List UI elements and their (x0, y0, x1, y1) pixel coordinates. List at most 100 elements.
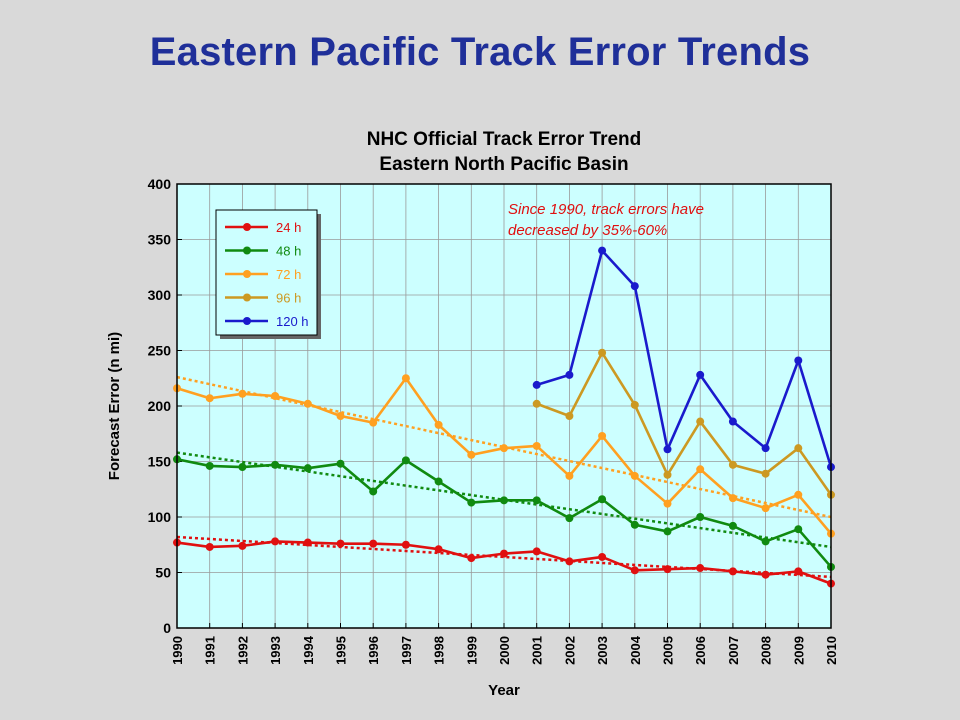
data-point (630, 471, 639, 480)
x-tick-label: 2000 (497, 636, 512, 665)
legend-marker (243, 223, 251, 231)
data-point (696, 465, 705, 474)
data-point (205, 461, 214, 470)
x-tick-label: 2006 (693, 636, 708, 665)
data-point (565, 514, 574, 523)
x-tick-label: 1997 (399, 636, 414, 665)
data-point (303, 464, 312, 473)
x-tick-label: 1998 (432, 636, 447, 665)
annotation-text: decreased by 35%-60% (508, 222, 667, 239)
data-point (401, 374, 410, 383)
data-point (238, 541, 247, 550)
data-point (467, 498, 476, 507)
x-tick-label: 2002 (562, 636, 577, 665)
data-point (401, 540, 410, 549)
data-point (630, 520, 639, 529)
x-tick-label: 2001 (530, 636, 545, 665)
data-point (336, 539, 345, 548)
x-tick-label: 1995 (334, 636, 349, 665)
data-point (630, 400, 639, 409)
series-line (536, 249, 833, 468)
data-point (238, 463, 247, 472)
data-point (271, 537, 280, 546)
x-tick-label: 2003 (595, 636, 610, 665)
annotation-text: Since 1990, track errors have (508, 201, 704, 218)
data-point (794, 444, 803, 453)
data-point (500, 444, 508, 453)
data-point (630, 566, 639, 575)
data-point (663, 470, 672, 479)
data-point (728, 417, 737, 426)
legend-label: 120 h (276, 314, 309, 329)
data-point (434, 420, 443, 429)
data-point (598, 246, 607, 255)
y-tick-label: 150 (148, 454, 172, 470)
data-point (532, 547, 541, 556)
legend-marker (243, 270, 251, 278)
y-tick-label: 200 (148, 398, 172, 414)
data-point (794, 356, 803, 365)
y-axis-label: Forecast Error (n mi) (106, 332, 123, 480)
chart-title: NHC Official Track Error Trend (367, 129, 642, 150)
data-point (598, 552, 607, 561)
x-axis-label: Year (488, 682, 520, 699)
x-tick-label: 2010 (824, 636, 839, 665)
data-point (663, 565, 672, 574)
data-point (532, 380, 541, 389)
data-point (728, 494, 737, 503)
data-point (761, 469, 770, 478)
data-point (761, 537, 770, 546)
x-tick-label: 2008 (759, 636, 774, 665)
data-point (205, 394, 214, 403)
x-tick-label: 1990 (170, 636, 185, 665)
y-tick-label: 400 (148, 176, 172, 192)
x-tick-label: 1991 (203, 636, 218, 665)
data-point (434, 477, 443, 486)
data-point (336, 459, 345, 468)
x-tick-label: 1994 (301, 635, 316, 665)
y-tick-label: 0 (163, 620, 171, 636)
data-point (696, 564, 705, 573)
data-point (630, 282, 639, 291)
data-point (532, 441, 541, 450)
data-point (728, 460, 737, 469)
data-point (696, 417, 705, 426)
data-point (761, 570, 770, 579)
data-point (565, 370, 574, 379)
slide-title: Eastern Pacific Track Error Trends (149, 30, 811, 74)
data-point (434, 545, 443, 554)
data-point (598, 431, 607, 440)
plot-border (176, 183, 832, 629)
data-point (794, 490, 803, 499)
x-tick-label: 1999 (464, 636, 479, 665)
series-line (536, 351, 833, 496)
data-point (467, 450, 476, 459)
legend-marker (243, 293, 251, 302)
data-point (238, 389, 247, 398)
legend-box (215, 209, 318, 336)
data-point (663, 445, 672, 454)
data-point (794, 567, 803, 576)
data-point (500, 496, 508, 505)
data-point (369, 539, 378, 548)
data-point (728, 567, 737, 576)
data-point (271, 460, 280, 469)
x-tick-label: 1996 (366, 636, 381, 665)
data-point (663, 499, 672, 508)
data-point (696, 513, 705, 521)
y-tick-label: 100 (148, 509, 172, 525)
chart-subtitle: Eastern North Pacific Basin (379, 154, 628, 175)
data-point (565, 557, 574, 566)
data-point (728, 521, 737, 530)
data-point (532, 496, 541, 505)
y-tick-label: 50 (155, 565, 171, 581)
data-point (500, 549, 508, 558)
x-tick-label: 1992 (235, 636, 250, 665)
data-point (401, 456, 410, 465)
data-point (663, 527, 672, 536)
data-point (303, 399, 312, 408)
data-point (369, 418, 378, 427)
data-point (696, 370, 705, 379)
